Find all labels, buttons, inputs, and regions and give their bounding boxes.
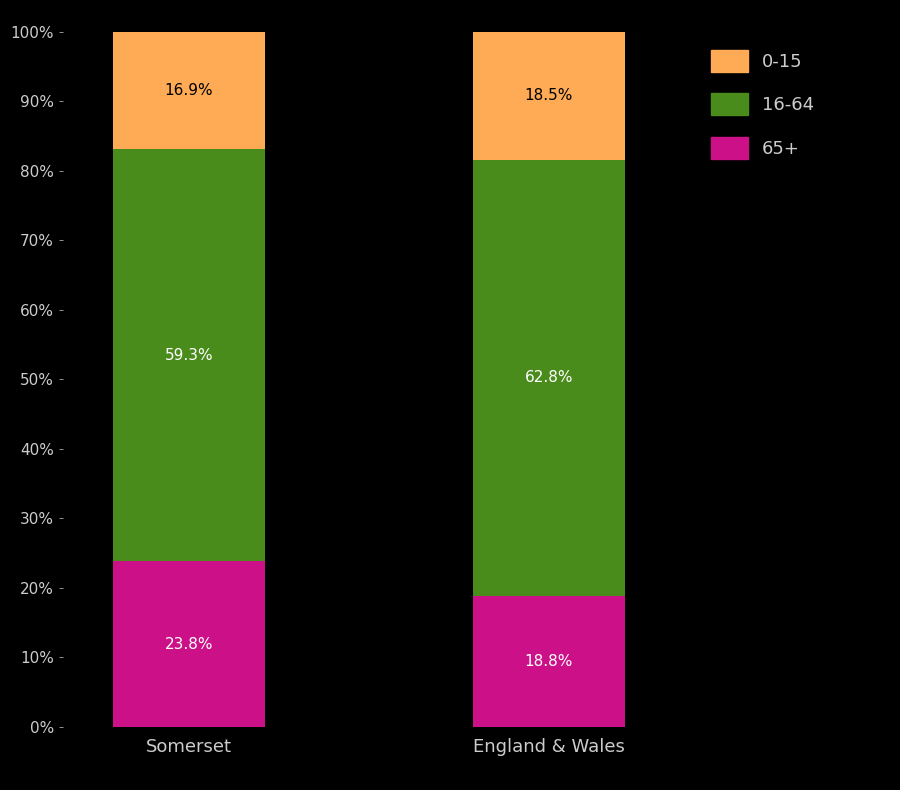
Text: 16.9%: 16.9% [165,83,213,98]
Legend: 0-15, 16-64, 65+: 0-15, 16-64, 65+ [702,40,824,168]
Text: 62.8%: 62.8% [525,371,573,386]
Bar [473,596,625,727]
Bar [473,160,625,596]
Bar [113,32,265,149]
Text: 59.3%: 59.3% [165,348,213,363]
Text: 18.8%: 18.8% [525,654,573,669]
Text: 18.5%: 18.5% [525,88,573,103]
Bar [113,562,265,727]
Bar [473,31,625,160]
Bar [113,149,265,562]
Text: 23.8%: 23.8% [165,637,213,652]
